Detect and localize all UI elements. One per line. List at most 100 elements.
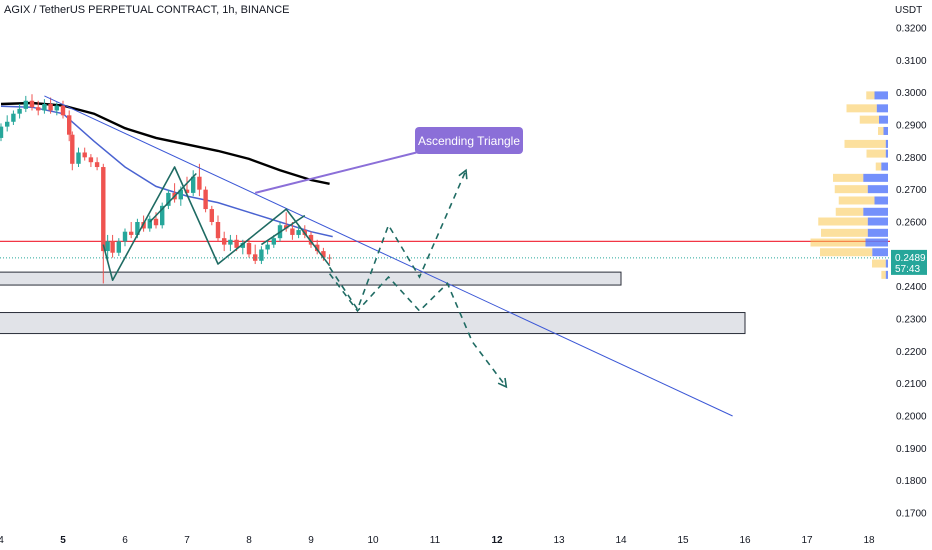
descending-trendline[interactable]	[44, 95, 733, 417]
candle-body	[160, 205, 165, 226]
price-tag-value: 0.2489	[895, 253, 926, 264]
y-tick-label: 0.2700	[896, 185, 927, 196]
candle-body	[129, 231, 134, 235]
callout-box[interactable]	[415, 127, 523, 154]
candle-body	[166, 192, 171, 206]
candle-body	[135, 222, 140, 235]
support-zone-1	[0, 271, 622, 286]
y-tick-label: 0.2600	[896, 218, 927, 229]
candle-body	[147, 218, 152, 229]
candle-body	[290, 228, 295, 235]
profile-bar-blue	[867, 185, 888, 194]
ma-black-line	[0, 101, 330, 185]
candle-body	[271, 238, 276, 245]
profile-bar-yellow	[838, 196, 875, 205]
profile-bar-yellow	[818, 217, 868, 226]
profile-bar-yellow	[835, 207, 864, 216]
candle-body	[67, 115, 72, 135]
candle-body	[284, 225, 289, 229]
profile-bar-blue	[885, 270, 888, 279]
candle-body	[88, 157, 94, 163]
profile-bar-yellow	[844, 139, 886, 148]
ascending-triangle-callout[interactable]: Ascending Triangle	[254, 127, 523, 194]
x-tick-label: 7	[184, 535, 190, 546]
profile-bar-yellow	[866, 149, 886, 158]
profile-bar-blue	[874, 91, 888, 100]
y-tick-label: 0.3100	[896, 56, 927, 67]
callout-leader	[254, 151, 417, 194]
price-tag-box	[891, 249, 927, 275]
profile-bar-blue	[885, 259, 888, 268]
candle-body	[0, 126, 4, 138]
x-tick-label: 14	[615, 535, 627, 546]
candle-body	[228, 239, 233, 245]
profile-bar-blue	[865, 238, 888, 247]
y-tick-label: 0.2800	[896, 153, 927, 164]
x-tick-label: 17	[801, 535, 813, 546]
profile-bar-yellow	[810, 238, 866, 247]
profile-bar-yellow	[833, 173, 864, 182]
triangle-pattern[interactable]	[102, 166, 331, 282]
currency-label: USDT	[895, 5, 923, 16]
price-tag: 0.2489 57:43	[0, 249, 927, 275]
candle-body	[240, 243, 245, 248]
profile-bar-yellow	[820, 248, 873, 257]
support-zones	[0, 271, 746, 335]
candle-body	[54, 105, 59, 111]
profile-bar-yellow	[866, 91, 875, 100]
candles	[0, 94, 332, 284]
pattern-line-3	[260, 214, 306, 246]
candle-body	[23, 100, 28, 109]
x-tick-label: 10	[367, 535, 379, 546]
profile-bar-yellow	[881, 270, 886, 279]
candle-body	[153, 218, 159, 226]
profile-bar-blue	[863, 173, 888, 182]
profile-bar-blue	[885, 149, 888, 158]
x-tick-label: 6	[122, 535, 128, 546]
profile-bar-blue	[874, 196, 888, 205]
y-tick-label: 0.1800	[896, 476, 927, 487]
candle-body	[246, 243, 252, 255]
y-tick-label: 0.1900	[896, 444, 927, 455]
callout-label: Ascending Triangle	[418, 134, 520, 148]
candle-body	[11, 113, 16, 122]
x-tick-label: 12	[491, 535, 503, 546]
candle-body	[122, 231, 128, 242]
x-tick-label: 15	[677, 535, 689, 546]
profile-bar-blue	[867, 228, 888, 237]
candle-body	[110, 241, 115, 253]
x-tick-label: 5	[60, 535, 66, 546]
candle-body	[5, 121, 10, 127]
x-tick-label: 4	[0, 535, 4, 546]
profile-bar-yellow	[834, 185, 868, 194]
moving-averages	[0, 101, 333, 238]
candle-body	[76, 152, 81, 164]
x-tick-label: 11	[430, 535, 441, 546]
profile-bar-blue	[879, 115, 888, 124]
candle-body	[296, 230, 301, 235]
profile-bar-yellow	[872, 259, 886, 268]
y-tick-label: 0.2200	[896, 347, 927, 358]
projection-paths[interactable]	[328, 168, 508, 389]
candle-body	[184, 189, 190, 193]
candle-body	[36, 107, 41, 111]
candle-body	[265, 244, 270, 250]
candle-body	[197, 176, 202, 190]
price-tag-countdown: 57:43	[895, 264, 920, 275]
profile-bar-yellow	[846, 104, 877, 113]
profile-bar-blue	[876, 104, 888, 113]
profile-bar-blue	[867, 217, 888, 226]
candle-body	[308, 234, 314, 245]
x-tick-label: 13	[553, 535, 565, 546]
profile-bar-blue	[883, 126, 888, 135]
volume-profile	[810, 91, 888, 279]
profile-bar-yellow	[821, 228, 868, 237]
profile-bar-blue	[885, 139, 888, 148]
candle-body	[215, 222, 221, 239]
candle-body	[191, 176, 196, 193]
profile-bar-yellow	[859, 115, 879, 124]
ma-blue-line	[0, 105, 333, 238]
profile-bar-blue	[881, 162, 888, 171]
candle-body	[60, 105, 66, 116]
